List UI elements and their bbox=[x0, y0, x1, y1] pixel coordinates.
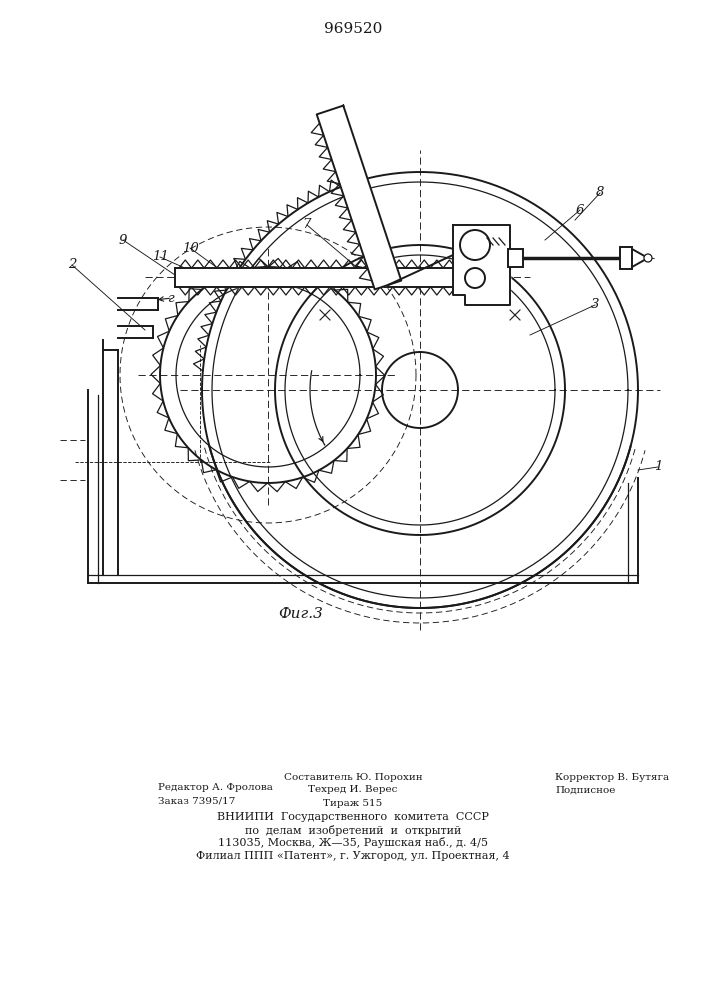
Polygon shape bbox=[632, 249, 648, 267]
Text: Техред И. Верес: Техред И. Верес bbox=[308, 786, 397, 794]
Circle shape bbox=[465, 268, 485, 288]
Text: Филиал ППП «Патент», г. Ужгород, ул. Проектная, 4: Филиал ППП «Патент», г. Ужгород, ул. Про… bbox=[196, 851, 510, 861]
Text: 113035, Москва, Ж—35, Раушская наб., д. 4/5: 113035, Москва, Ж—35, Раушская наб., д. … bbox=[218, 838, 488, 848]
Text: Составитель Ю. Порохин: Составитель Ю. Порохин bbox=[284, 772, 422, 782]
Text: 2: 2 bbox=[68, 258, 76, 271]
Text: 9: 9 bbox=[119, 233, 127, 246]
Circle shape bbox=[460, 230, 490, 260]
Text: 1: 1 bbox=[654, 460, 662, 474]
Text: Редактор А. Фролова: Редактор А. Фролова bbox=[158, 782, 273, 792]
Text: 10: 10 bbox=[182, 241, 199, 254]
Polygon shape bbox=[453, 225, 510, 305]
Text: 969520: 969520 bbox=[324, 22, 382, 36]
Text: по  делам  изобретений  и  открытий: по делам изобретений и открытий bbox=[245, 824, 461, 836]
Text: Фиг.3: Фиг.3 bbox=[278, 607, 323, 621]
Text: 7: 7 bbox=[303, 219, 311, 232]
Text: Корректор В. Бутяга: Корректор В. Бутяга bbox=[555, 772, 669, 782]
Text: Заказ 7395/17: Заказ 7395/17 bbox=[158, 796, 235, 806]
Polygon shape bbox=[175, 268, 510, 287]
Polygon shape bbox=[317, 106, 402, 289]
Circle shape bbox=[644, 254, 652, 262]
Text: ВНИИПИ  Государственного  комитета  СССР: ВНИИПИ Государственного комитета СССР bbox=[217, 812, 489, 822]
Text: 3: 3 bbox=[591, 298, 600, 312]
Text: г: г bbox=[167, 292, 173, 304]
Text: Тираж 515: Тираж 515 bbox=[323, 798, 382, 808]
Text: 11: 11 bbox=[151, 250, 168, 263]
Text: 8: 8 bbox=[596, 186, 604, 200]
Text: Подписное: Подписное bbox=[555, 786, 615, 794]
Bar bbox=[620, 247, 632, 269]
Bar bbox=[508, 249, 523, 267]
Text: 6: 6 bbox=[575, 204, 584, 217]
